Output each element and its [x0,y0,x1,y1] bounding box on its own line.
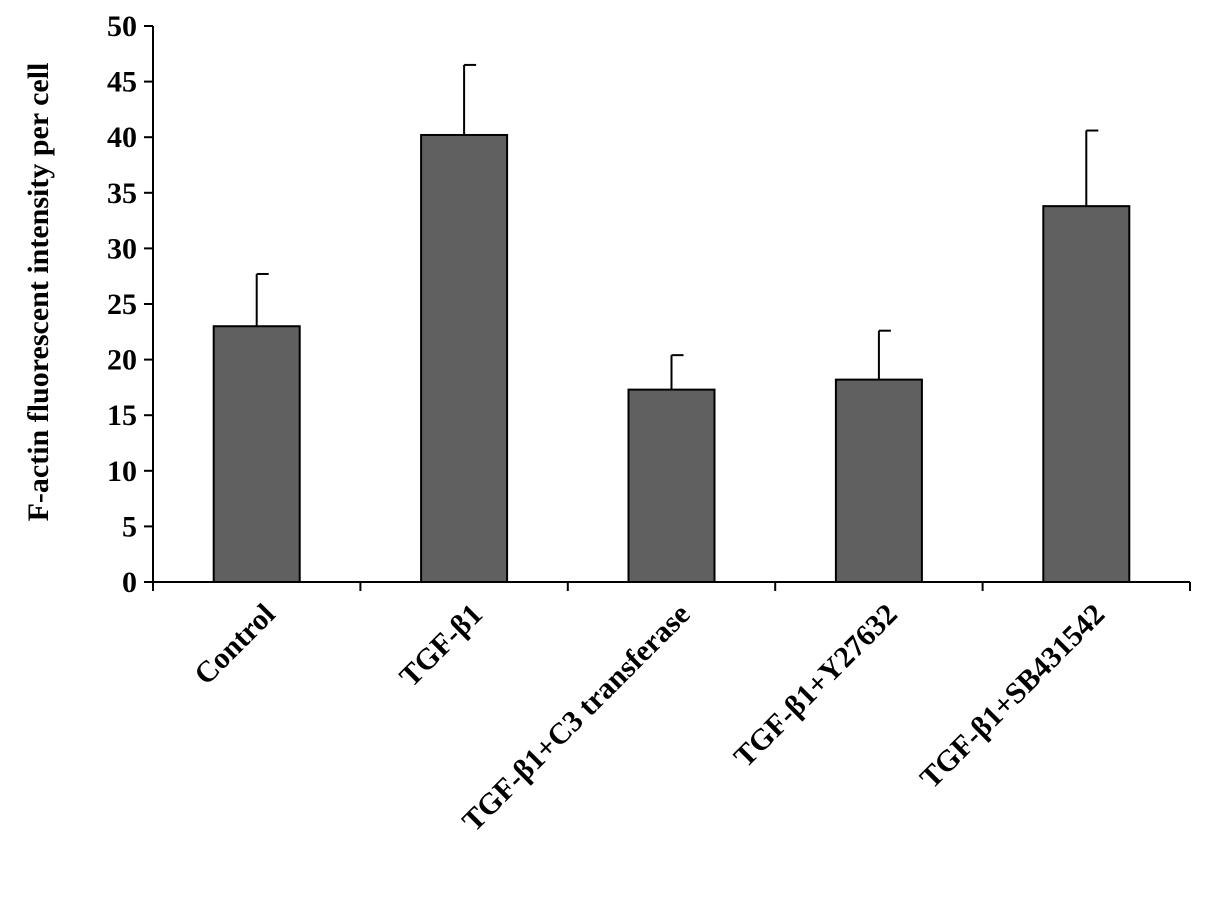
bar [1042,205,1131,583]
y-tick-label: 10 [107,455,137,488]
x-category-label: TGF-β1 [393,598,489,694]
y-tick-label: 40 [107,121,137,154]
y-tick-label: 15 [107,399,137,432]
x-category-label: TGF-β1+C3 transferase [456,598,696,838]
y-tick-label: 0 [122,566,137,599]
x-category-label: TGF-β1+SB431542 [914,598,1111,795]
y-tick-label: 5 [122,510,137,543]
y-axis-title: F-actin fluorescent intensity per cell [22,63,55,522]
y-tick-label: 30 [107,232,137,265]
bar [212,325,301,583]
x-category-label: TGF-β1+Y27632 [728,598,904,774]
y-tick-label: 35 [107,177,137,210]
y-tick-label: 50 [107,10,137,43]
bar [834,378,923,583]
bar [420,133,509,583]
y-tick-label: 45 [107,66,137,99]
x-category-label: Control [188,598,282,692]
bar [627,388,716,583]
y-tick-label: 25 [107,288,137,321]
y-tick-label: 20 [107,344,137,377]
